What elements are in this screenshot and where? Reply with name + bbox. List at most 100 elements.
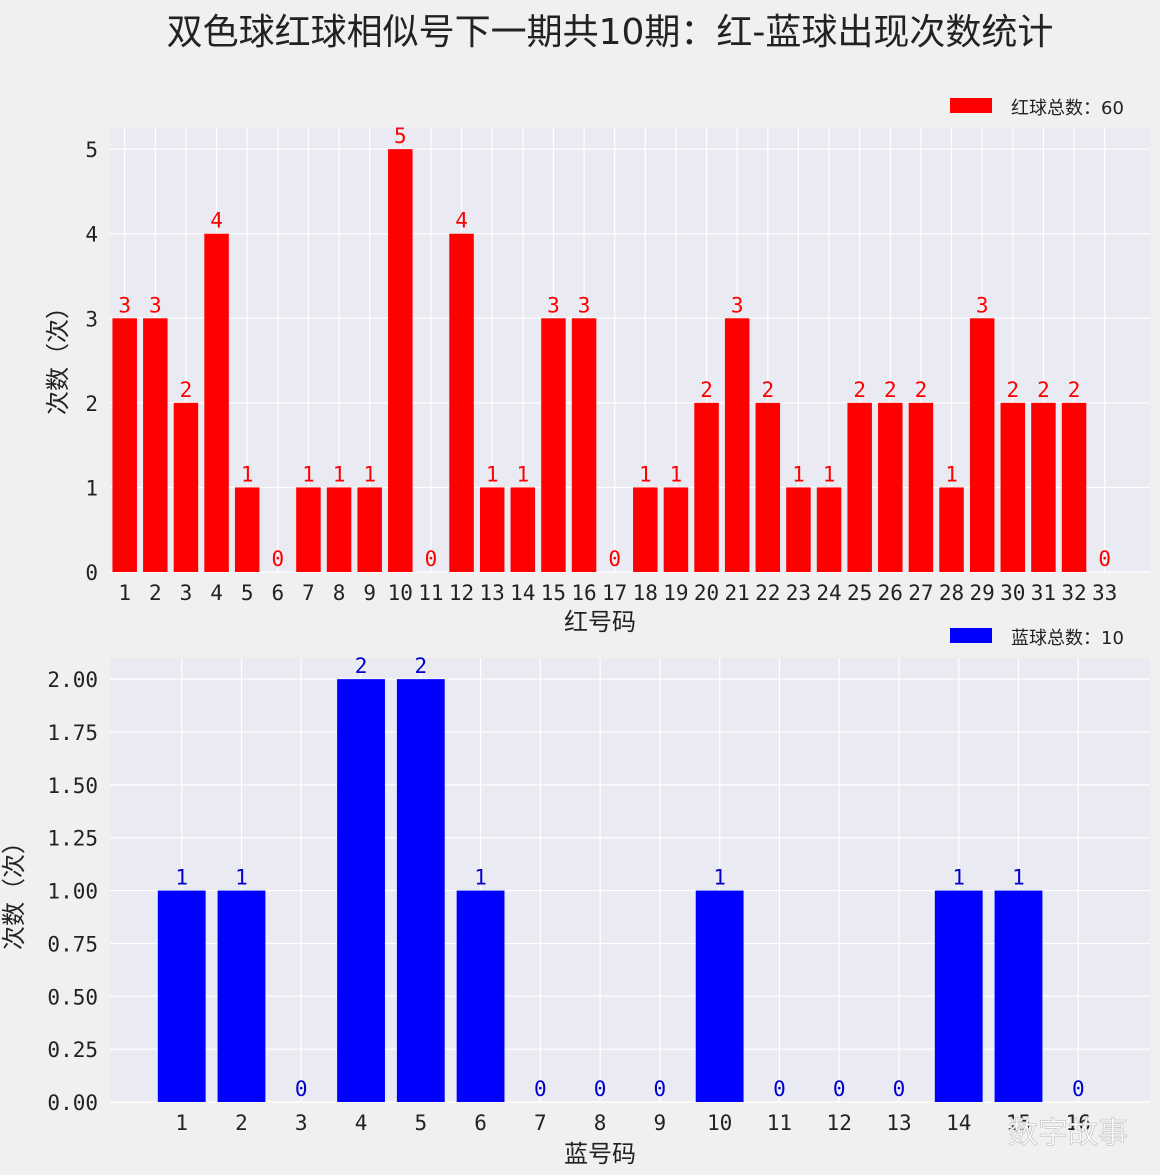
y-axis-label: 次数（次） (0, 830, 28, 950)
x-tick-label: 12 (449, 581, 474, 605)
bar-value-label: 2 (853, 378, 866, 402)
bar-value-label: 4 (455, 209, 468, 233)
bar-value-label: 1 (474, 866, 487, 890)
x-tick-label: 20 (694, 581, 719, 605)
bar-value-label: 1 (792, 462, 805, 486)
x-tick-label: 6 (271, 581, 284, 605)
bar-value-label: 0 (1072, 1077, 1085, 1101)
x-tick-label: 10 (388, 581, 413, 605)
x-tick-label: 16 (1066, 1111, 1091, 1135)
bar-value-label: 2 (700, 378, 713, 402)
bar-value-label: 2 (180, 378, 193, 402)
bar-10 (388, 149, 413, 572)
bar-5 (234, 487, 260, 572)
x-tick-label: 3 (180, 581, 193, 605)
bar-value-label: 2 (1068, 378, 1081, 402)
bar-25 (847, 402, 872, 572)
bar-32 (1061, 402, 1087, 572)
bar-14 (510, 487, 536, 572)
x-tick-label: 7 (302, 581, 315, 605)
bar-value-label: 1 (486, 462, 499, 486)
legend-label: 红球总数：60 (1011, 98, 1124, 119)
x-tick-label: 14 (946, 1111, 971, 1135)
x-tick-label: 23 (786, 581, 811, 605)
bar-value-label: 1 (823, 462, 836, 486)
bar-9 (357, 487, 382, 572)
bar-30 (1000, 402, 1026, 572)
x-tick-label: 28 (939, 581, 964, 605)
watermark: 数字故事 (1008, 1116, 1128, 1151)
bar-26 (878, 402, 903, 572)
x-tick-label: 1 (118, 581, 131, 605)
y-tick-label: 0.50 (47, 985, 98, 1009)
legend-swatch (950, 98, 992, 113)
x-tick-label: 17 (602, 581, 627, 605)
bar-value-label: 2 (414, 654, 427, 678)
bar-value-label: 1 (516, 462, 529, 486)
bar-7 (296, 487, 321, 572)
y-tick-label: 0.75 (47, 932, 98, 956)
x-tick-label: 15 (1006, 1111, 1031, 1135)
x-tick-label: 8 (333, 581, 346, 605)
x-tick-label: 22 (755, 581, 780, 605)
blue-ball-panel: 0.000.250.500.751.001.251.501.752.001112… (0, 628, 1150, 1168)
bar-value-label: 3 (578, 293, 591, 317)
bar-value-label: 0 (534, 1077, 547, 1101)
y-tick-label: 2 (85, 392, 98, 416)
bar-6 (456, 890, 505, 1102)
bar-24 (816, 487, 842, 572)
bar-value-label: 3 (731, 293, 744, 317)
bar-10 (695, 890, 744, 1102)
bar-value-label: 0 (833, 1077, 846, 1101)
legend-swatch (950, 628, 992, 643)
x-tick-label: 30 (1000, 581, 1025, 605)
plot-area (110, 658, 1150, 1102)
y-tick-label: 1 (85, 476, 98, 500)
x-tick-label: 2 (235, 1111, 248, 1135)
x-tick-label: 24 (816, 581, 841, 605)
x-tick-label: 6 (474, 1111, 487, 1135)
bar-value-label: 1 (639, 462, 652, 486)
x-tick-label: 1 (175, 1111, 188, 1135)
bar-21 (724, 318, 750, 572)
x-tick-label: 25 (847, 581, 872, 605)
y-tick-label: 2.00 (47, 668, 98, 692)
bar-1 (157, 890, 206, 1102)
x-tick-label: 2 (149, 581, 162, 605)
bar-value-label: 0 (425, 547, 438, 571)
x-tick-label: 16 (571, 581, 596, 605)
x-tick-label: 11 (418, 581, 443, 605)
bar-16 (571, 318, 597, 572)
y-tick-label: 3 (85, 307, 98, 331)
bar-2 (217, 890, 266, 1102)
x-tick-label: 18 (633, 581, 658, 605)
bar-15 (994, 890, 1043, 1102)
y-tick-label: 0.25 (47, 1038, 98, 1062)
bar-29 (969, 318, 995, 572)
x-tick-label: 33 (1092, 581, 1117, 605)
y-tick-label: 4 (85, 223, 98, 247)
x-tick-label: 3 (295, 1111, 308, 1135)
x-tick-label: 8 (594, 1111, 607, 1135)
bar-value-label: 2 (884, 378, 897, 402)
bar-value-label: 1 (1012, 866, 1025, 890)
bar-value-label: 3 (149, 293, 162, 317)
bar-20 (694, 402, 719, 572)
x-tick-label: 11 (767, 1111, 792, 1135)
bar-value-label: 1 (363, 462, 376, 486)
bar-value-label: 3 (118, 293, 131, 317)
bar-4 (204, 233, 229, 572)
bar-23 (786, 487, 811, 572)
bar-5 (396, 679, 445, 1102)
bar-value-label: 2 (355, 654, 368, 678)
x-axis-label: 蓝号码 (564, 1140, 636, 1168)
bar-value-label: 1 (952, 866, 965, 890)
y-tick-label: 0.00 (47, 1091, 98, 1115)
x-tick-label: 14 (510, 581, 535, 605)
x-tick-label: 21 (725, 581, 750, 605)
bar-value-label: 2 (915, 378, 928, 402)
bar-value-label: 2 (761, 378, 774, 402)
x-axis-label: 红号码 (564, 608, 636, 636)
bar-22 (755, 402, 781, 572)
